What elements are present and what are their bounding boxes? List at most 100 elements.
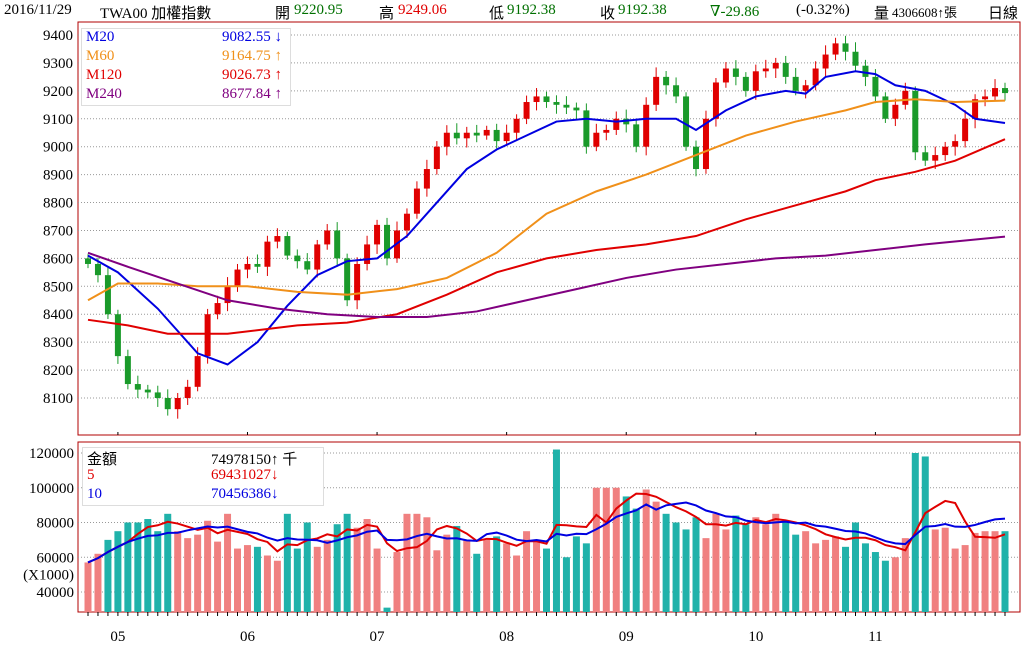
volume-bar	[891, 557, 899, 612]
volume-bar	[84, 562, 92, 612]
legend-value: 9082.55 ↓	[222, 29, 282, 45]
candle-body	[433, 146, 440, 170]
volume-bar	[403, 513, 411, 612]
legend-m240: M240 8677.84 ↑	[82, 86, 290, 105]
y-tick-label: 8200	[43, 363, 73, 379]
candle-body	[892, 104, 899, 119]
x-month-label: 08	[499, 629, 514, 645]
y-tick-label: 8300	[43, 335, 73, 351]
volume-bar	[273, 560, 281, 612]
date: 2016/11/29	[4, 2, 72, 18]
candle-body	[842, 43, 849, 52]
volume-bar	[562, 557, 570, 612]
volume-bar	[124, 522, 132, 612]
candle-body	[663, 76, 670, 86]
volume-bar	[333, 524, 341, 612]
volume-label: 量	[874, 6, 890, 22]
candle-body	[683, 96, 690, 147]
candle-body	[194, 356, 201, 387]
volume-bar	[283, 513, 291, 612]
low-label: 低	[489, 6, 505, 22]
volume-bar	[652, 501, 660, 612]
candle-body	[603, 129, 610, 133]
close-label: 收	[600, 6, 616, 22]
volume-bar	[513, 555, 521, 612]
volume-value: 4306608↑張	[892, 5, 958, 20]
volume-bar	[194, 534, 202, 612]
symbol: TWA00 加權指數	[100, 6, 212, 22]
volume-bar	[981, 531, 989, 612]
close-value: 9192.38	[618, 2, 667, 18]
candle-body	[653, 76, 660, 105]
open-label: 開	[275, 6, 291, 22]
x-month-label: 11	[868, 629, 882, 645]
change-value: ∇-29.86	[710, 4, 760, 20]
volume-bar	[592, 487, 600, 612]
candle-body	[762, 68, 769, 72]
candle-body	[902, 90, 909, 105]
volume-bar	[582, 543, 590, 612]
legend-name: 金額	[87, 452, 118, 468]
volume-bar	[503, 543, 511, 612]
legend-name: M20	[86, 29, 115, 45]
legend-name: 5	[87, 467, 95, 483]
high-label: 高	[379, 6, 395, 22]
y-tick-label: 8600	[43, 251, 73, 267]
ma-line-m240	[87, 235, 1006, 319]
volume-bar	[622, 496, 630, 612]
volume-legend-item: 5 69431027↓	[83, 467, 323, 486]
candle-body	[752, 71, 759, 91]
volume-bar	[552, 449, 560, 612]
candle-body	[114, 314, 121, 357]
open-value: 9220.95	[294, 2, 343, 18]
volume-bar	[951, 548, 959, 612]
volume-bar	[214, 541, 222, 612]
candle-body	[722, 68, 729, 83]
candle-body	[423, 169, 430, 189]
ma-line-m20	[87, 70, 1006, 366]
x-month-label: 09	[619, 629, 634, 645]
period-label[interactable]: 日線	[988, 6, 1019, 22]
volume-bar	[632, 508, 640, 612]
low-value: 9192.38	[507, 2, 556, 18]
ma-legend: M20 9082.55 ↓ M60 9164.75 ↑ M120 9026.73 ↑ M24…	[81, 28, 291, 106]
candle-body	[403, 213, 410, 231]
candle-body	[872, 76, 879, 97]
candle-body	[922, 152, 929, 161]
candle-body	[204, 314, 211, 357]
candle-body	[463, 132, 470, 139]
volume-bar	[353, 527, 361, 612]
volume-bar	[971, 532, 979, 612]
ma-line-m60	[87, 98, 1006, 302]
x-month-label: 10	[748, 629, 763, 645]
volume-bar	[871, 552, 879, 612]
candle-body	[702, 118, 709, 170]
candle-body	[932, 155, 939, 161]
candle-body	[882, 96, 889, 119]
candle-body	[413, 188, 420, 214]
price-panel-frame	[77, 21, 1021, 436]
legend-m60: M60 9164.75 ↑	[82, 48, 290, 67]
volume-bar	[373, 548, 381, 612]
volume-bar	[303, 522, 311, 612]
legend-value: 9164.75 ↑	[222, 48, 282, 64]
candle-body	[304, 261, 311, 270]
volume-bar	[642, 489, 650, 612]
candle-body	[473, 132, 480, 136]
x-month-label: 05	[110, 629, 125, 645]
legend-name: M240	[86, 86, 122, 102]
candle-body	[234, 269, 241, 287]
candle-body	[294, 255, 301, 262]
candle-body	[613, 118, 620, 130]
volume-bar	[991, 531, 999, 612]
volume-bar	[443, 534, 451, 612]
candle-body	[643, 104, 650, 147]
volume-bar	[343, 513, 351, 612]
candle-body	[134, 384, 141, 390]
volume-bar	[672, 522, 680, 612]
candle-body	[264, 241, 271, 267]
volume-bar	[772, 513, 780, 612]
volume-legend: 金額 74978150↑ 千 5 69431027↓ 10 70456386↓	[82, 447, 324, 506]
candle-body	[543, 96, 550, 103]
